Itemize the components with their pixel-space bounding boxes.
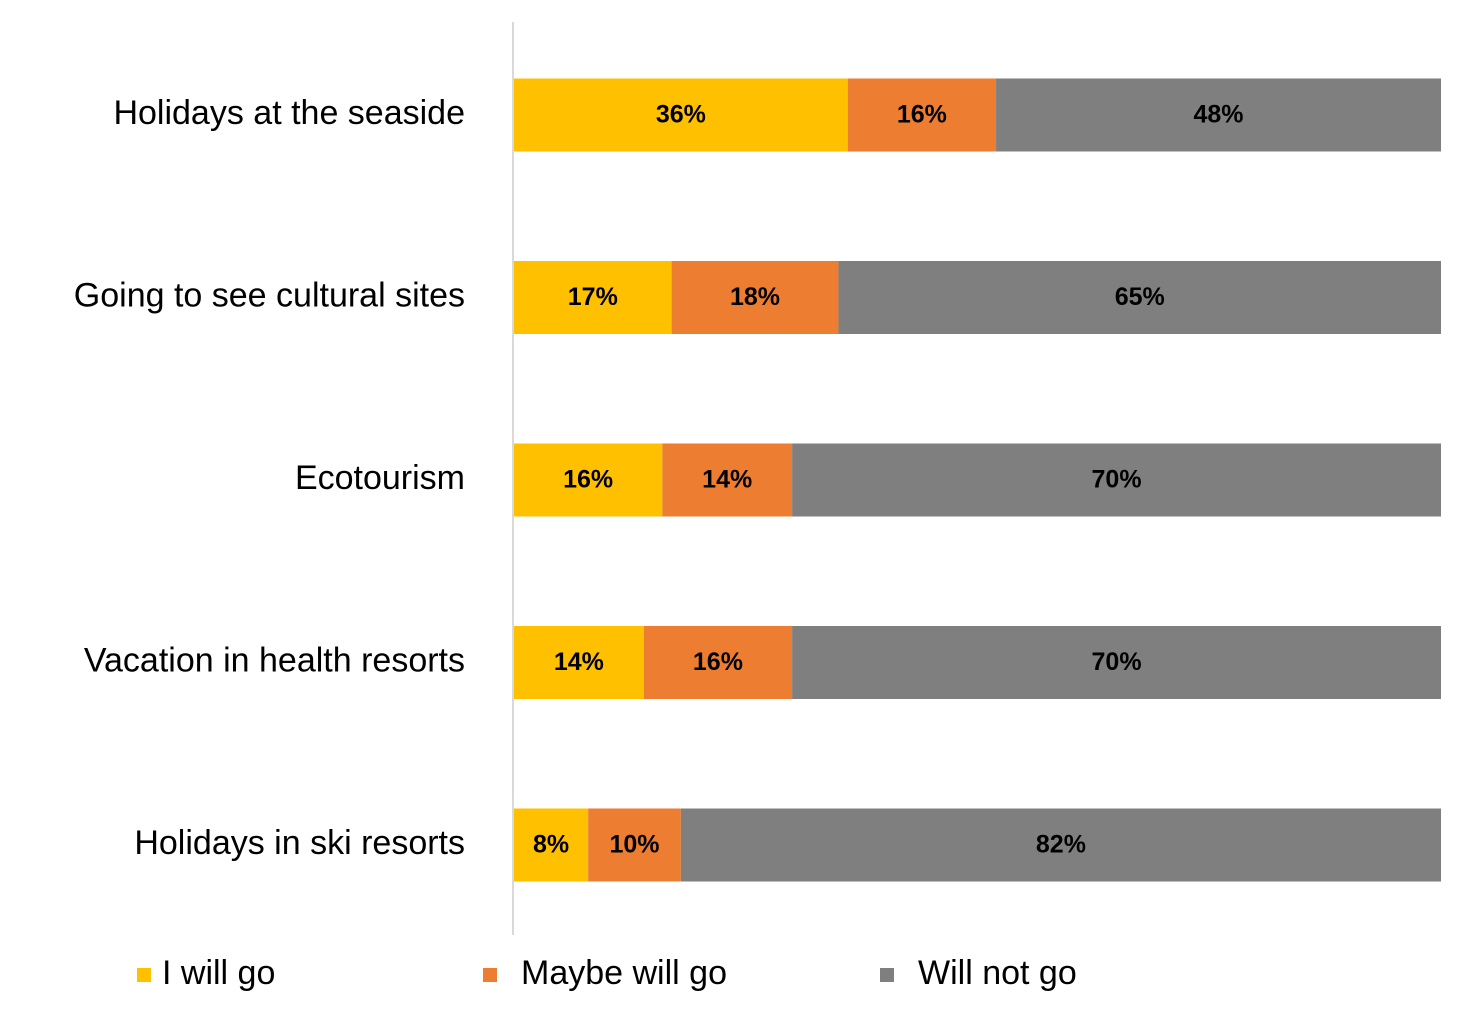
bar-segment	[792, 626, 1441, 699]
legend-swatch	[137, 968, 151, 982]
bar-segment	[662, 443, 793, 517]
bar-segment	[514, 78, 848, 152]
data-label: 16%	[563, 466, 613, 494]
bar-segment	[588, 808, 681, 882]
data-label: 16%	[693, 648, 743, 676]
bar-segment	[514, 808, 589, 882]
legend-label: Maybe will go	[521, 954, 727, 992]
y-tick-label: Holidays in ski resorts	[134, 824, 465, 862]
legend-swatch	[483, 968, 497, 982]
data-label: 70%	[1092, 648, 1142, 676]
data-label: 36%	[656, 101, 706, 129]
data-label: 10%	[609, 831, 659, 859]
bar-segment	[792, 443, 1441, 517]
y-tick-label: Going to see cultural sites	[74, 276, 465, 314]
data-label: 18%	[730, 283, 780, 311]
bar-segment	[838, 261, 1441, 334]
legend-label: I will go	[162, 954, 275, 992]
legend-label: Will not go	[918, 954, 1077, 992]
data-label: 14%	[554, 648, 604, 676]
bar-segment	[996, 78, 1441, 152]
data-label: 14%	[702, 466, 752, 494]
data-label: 70%	[1092, 466, 1142, 494]
data-label: 48%	[1193, 101, 1243, 129]
data-label: 17%	[568, 283, 618, 311]
data-label: 8%	[533, 831, 569, 859]
bar-segment	[680, 808, 1441, 882]
bar-segment	[514, 443, 663, 517]
legend-swatch	[880, 968, 894, 982]
bar-segment	[671, 261, 839, 334]
y-tick-label: Holidays at the seaside	[113, 94, 465, 132]
data-label: 16%	[897, 101, 947, 129]
data-label: 65%	[1115, 283, 1165, 311]
y-tick-label: Ecotourism	[295, 459, 465, 497]
data-label: 82%	[1036, 831, 1086, 859]
bar-segment	[514, 626, 644, 699]
bar-segment	[514, 261, 672, 334]
bar-segment	[643, 626, 793, 699]
bar-segment	[847, 78, 997, 152]
y-tick-label: Vacation in health resorts	[84, 641, 465, 679]
